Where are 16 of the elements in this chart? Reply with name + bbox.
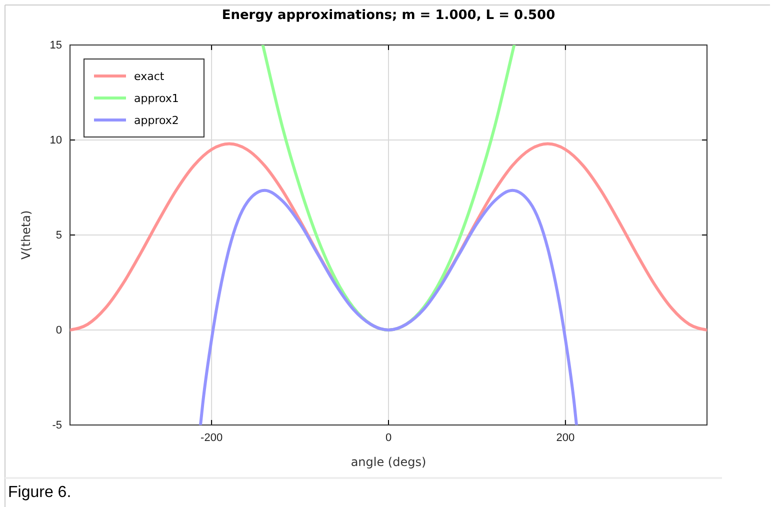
x-tick-label: -200 bbox=[200, 432, 223, 444]
y-tick-label: -5 bbox=[52, 420, 62, 432]
y-tick-label: 5 bbox=[56, 230, 62, 242]
y-tick-label: 15 bbox=[50, 40, 62, 52]
chart-title: Energy approximations; m = 1.000, L = 0.500 bbox=[222, 8, 556, 23]
legend-label: approx1 bbox=[134, 92, 179, 105]
x-tick-label: 200 bbox=[556, 432, 575, 444]
x-tick-label: 0 bbox=[385, 432, 392, 444]
caption: Figure 6. bbox=[8, 484, 72, 501]
y-axis-title: V(theta) bbox=[19, 210, 33, 260]
line-series bbox=[198, 188, 578, 425]
y-tick-label: 10 bbox=[50, 134, 62, 147]
x-axis-title: angle (degs) bbox=[350, 455, 426, 469]
legend-label: exact bbox=[134, 70, 165, 83]
legend-label: approx2 bbox=[134, 114, 179, 127]
y-tick-label: 0 bbox=[56, 324, 62, 337]
